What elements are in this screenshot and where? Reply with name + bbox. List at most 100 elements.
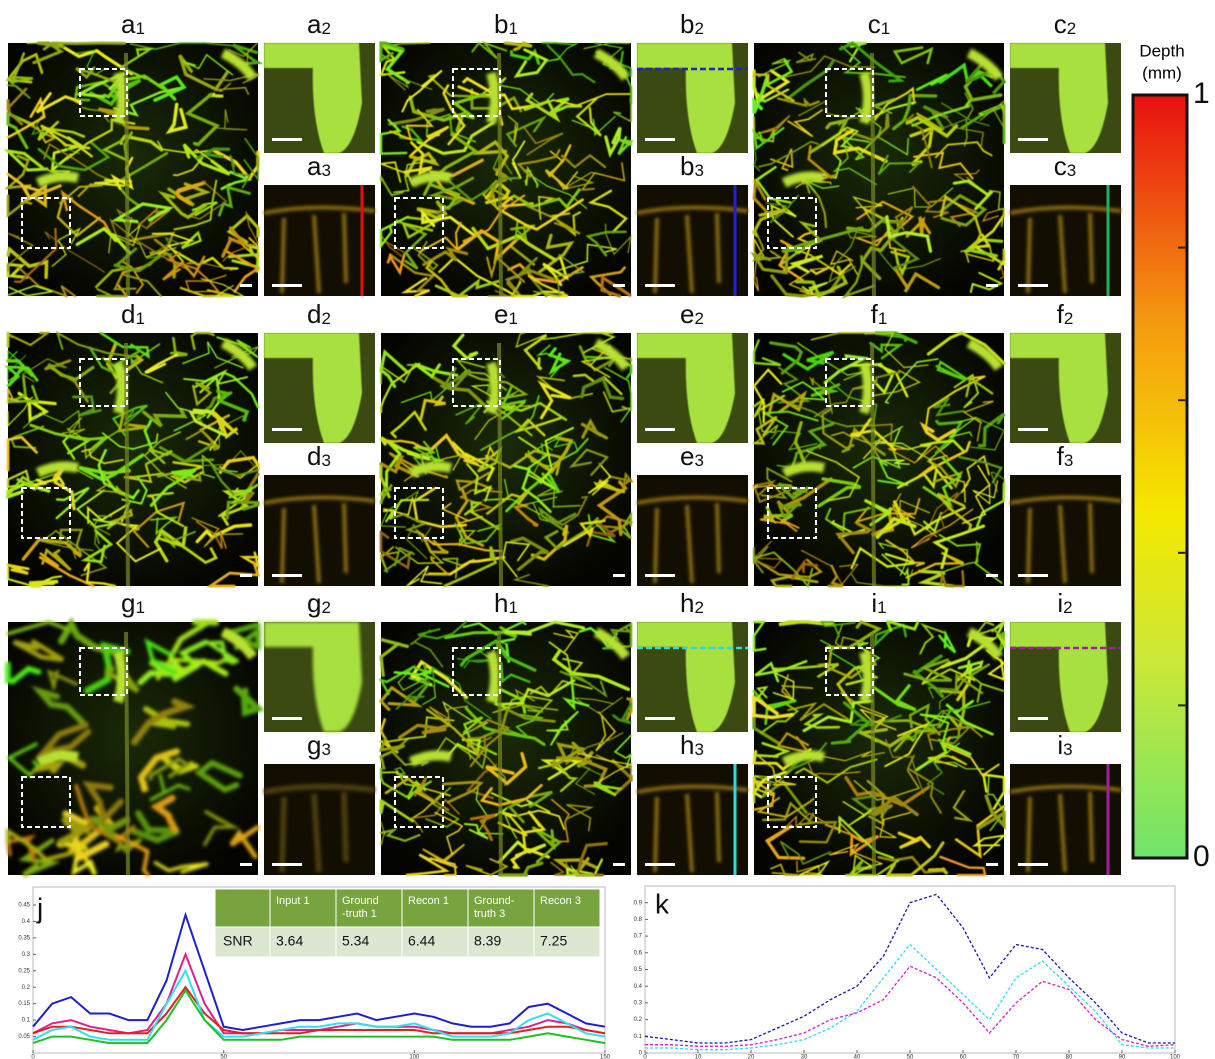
panel-label: a1 [121,9,145,39]
panel-label: b3 [680,151,704,181]
y-tick-label: 0.25 [18,968,30,974]
x-tick-label: 0 [643,1055,647,1059]
panel-label: b2 [680,9,704,39]
panel-subscript: 2 [695,309,704,328]
scale-bar [272,284,302,287]
y-tick-label: 0.7 [634,934,643,940]
x-tick-label: 100 [409,1055,420,1059]
panel-subscript: 3 [695,451,704,470]
scale-bar [613,574,625,577]
table-header-cell [215,889,270,927]
x-tick-label: 30 [801,1055,808,1059]
panel-subscript: 3 [695,161,704,180]
y-tick-label: 0.4 [634,984,643,990]
x-tick-label: 10 [695,1055,702,1059]
scale-bar [272,717,302,720]
panel-subscript: 3 [1064,451,1073,470]
panel-label: c2 [1054,9,1076,39]
panel-subscript: 3 [1063,740,1072,759]
y-tick-label: 0.9 [634,900,643,906]
y-tick-label: 0.6 [634,950,643,956]
panel-label: i1 [871,588,886,618]
table-header: Input 1 [276,895,310,907]
panel-letter: e [494,299,508,329]
scale-bar [240,863,252,866]
panel-subscript: 2 [1063,598,1072,617]
table-header: Ground- [474,895,515,907]
x-tick-label: 70 [1013,1055,1020,1059]
panel-subscript: 2 [695,598,704,617]
panel-subscript: 2 [1067,19,1076,38]
panel-label: f1 [871,299,888,329]
table-header: truth 3 [474,908,505,920]
panel-subscript: 3 [322,451,331,470]
table-value: 7.25 [540,933,567,949]
y-tick-label: 0.3 [22,952,31,958]
x-tick-label: 80 [1066,1055,1073,1059]
scale-bar [645,428,675,431]
panel-label: h1 [494,588,518,618]
scale-bar [1018,284,1048,287]
panel-subscript: 1 [509,309,518,328]
panel-letter: g [307,588,321,618]
panel-letter: h [680,588,694,618]
panel-letter: c [1054,151,1067,181]
scale-bar [240,284,252,287]
panel-label: g1 [121,588,145,618]
scale-bar [645,138,675,141]
scale-bar [986,574,998,577]
scale-bar [272,138,302,141]
y-tick-label: 0.3 [634,1000,643,1006]
scale-bar [613,863,625,866]
colorbar-tick-label: 0 [1193,840,1210,873]
figure: a1a2a3b1b2b3c1c2c3d1d2d3e1e2e3f1f2f3g1g2… [0,0,1215,1059]
y-tick-label: 0.35 [18,935,30,941]
x-tick-label: 40 [854,1055,861,1059]
x-tick-label: 90 [1119,1055,1126,1059]
panel-subscript: 1 [136,598,145,617]
table-header: Recon 3 [540,895,581,907]
panel-letter: c [1054,9,1067,39]
scale-bar [986,284,998,287]
scale-bar [1018,138,1048,141]
panel-label: g3 [307,730,331,760]
panel-subscript: 3 [695,740,704,759]
panel-letter: b [494,9,508,39]
panel-label: h3 [680,730,704,760]
panel-label: f3 [1057,441,1074,471]
panel-label: d3 [307,441,331,471]
panel-letter: h [680,730,694,760]
scale-bar [645,717,675,720]
y-tick-label: 0.1 [22,1018,31,1024]
panel-label: e3 [680,441,704,471]
panel-letter: c [868,9,881,39]
panel-label: e2 [680,299,704,329]
panel-subscript: 3 [322,161,331,180]
panel-subscript: 2 [322,598,331,617]
table-header: Ground [342,895,379,907]
panel-label: k [655,888,670,919]
scale-bar [1018,574,1048,577]
panel-label: d2 [307,299,331,329]
x-tick-label: 100 [1170,1055,1181,1059]
scale-bar [1018,863,1048,866]
panel-subscript: 3 [1067,161,1076,180]
colorbar-title: (mm) [1142,63,1182,82]
panel-label: b1 [494,9,518,39]
y-tick-label: 0.8 [634,917,643,923]
panel-subscript: 2 [322,309,331,328]
panel-label: i3 [1057,730,1072,760]
table-value: 3.64 [276,933,303,949]
panel-label: i2 [1057,588,1072,618]
table-row-label: SNR [223,933,253,949]
main-image [8,333,258,586]
table-header: Recon 1 [408,895,449,907]
panel-letter: h [494,588,508,618]
colorbar [1133,95,1187,858]
panel-label: c1 [868,9,890,39]
panel-label: f2 [1057,299,1074,329]
panel-subscript: 3 [322,740,331,759]
panel-letter: d [307,299,321,329]
panel-subscript: 2 [695,19,704,38]
panel-letter: a [121,9,136,39]
